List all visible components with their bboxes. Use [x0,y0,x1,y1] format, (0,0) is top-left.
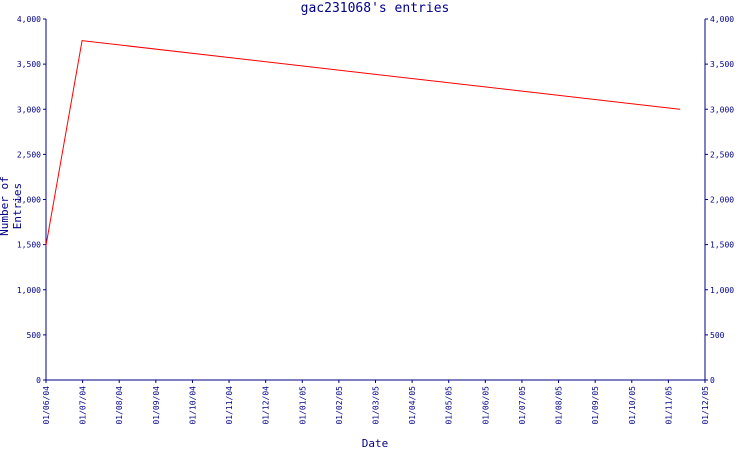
y-tick-label-right: 2,500 [710,150,734,159]
x-tick-label: 01/09/05 [591,386,600,425]
x-tick-label: 01/10/05 [628,386,637,425]
x-tick-label: 01/01/05 [298,386,307,425]
x-tick-label: 01/12/04 [262,386,271,425]
data-point [45,245,47,247]
x-tick-label: 01/11/04 [225,386,234,425]
x-tick-label: 01/05/05 [445,386,454,425]
entries-line [45,40,680,246]
y-tick-label-left: 1,000 [17,286,41,295]
x-tick-label: 01/09/04 [152,386,161,425]
x-tick-label: 01/12/05 [701,386,710,425]
y-tick-label-right: 3,500 [710,60,734,69]
y-tick-label-left: 0 [36,376,41,385]
y-tick-label-left: 1,500 [17,241,41,250]
data-point [81,40,83,42]
y-tick-label-left: 4,000 [17,15,41,24]
y-tick-label-right: 2,000 [710,196,734,205]
y-tick-label-right: 3,000 [710,105,734,114]
x-tick-label: 01/02/05 [335,386,344,425]
data-point [679,108,681,110]
x-tick-label: 01/04/05 [408,386,417,425]
y-tick-label-left: 3,500 [17,60,41,69]
y-tick-label-left: 3,000 [17,105,41,114]
y-tick-label-right: 1,000 [710,286,734,295]
x-axis-label: Date [361,437,389,450]
y-tick-label-left: 2,000 [17,196,41,205]
y-tick-label-right: 500 [710,331,725,340]
x-tick-label: 01/08/04 [115,386,124,425]
x-tick-label: 01/07/04 [79,386,88,425]
x-tick-label: 01/08/05 [555,386,564,425]
y-tick-label-left: 2,500 [17,150,41,159]
x-tick-label: 01/11/05 [664,386,673,425]
x-tick-label: 01/10/04 [188,386,197,425]
y-tick-label-right: 0 [710,376,715,385]
y-tick-label-left: 500 [27,331,42,340]
x-tick-label: 01/07/05 [518,386,527,425]
chart-title: gac231068's entries [300,1,450,16]
y-tick-label-right: 4,000 [710,15,734,24]
x-tick-label: 01/06/05 [481,386,490,425]
x-tick-label: 01/03/05 [372,386,381,425]
x-tick-label: 01/06/04 [42,386,51,425]
y-tick-label-right: 1,500 [710,241,734,250]
